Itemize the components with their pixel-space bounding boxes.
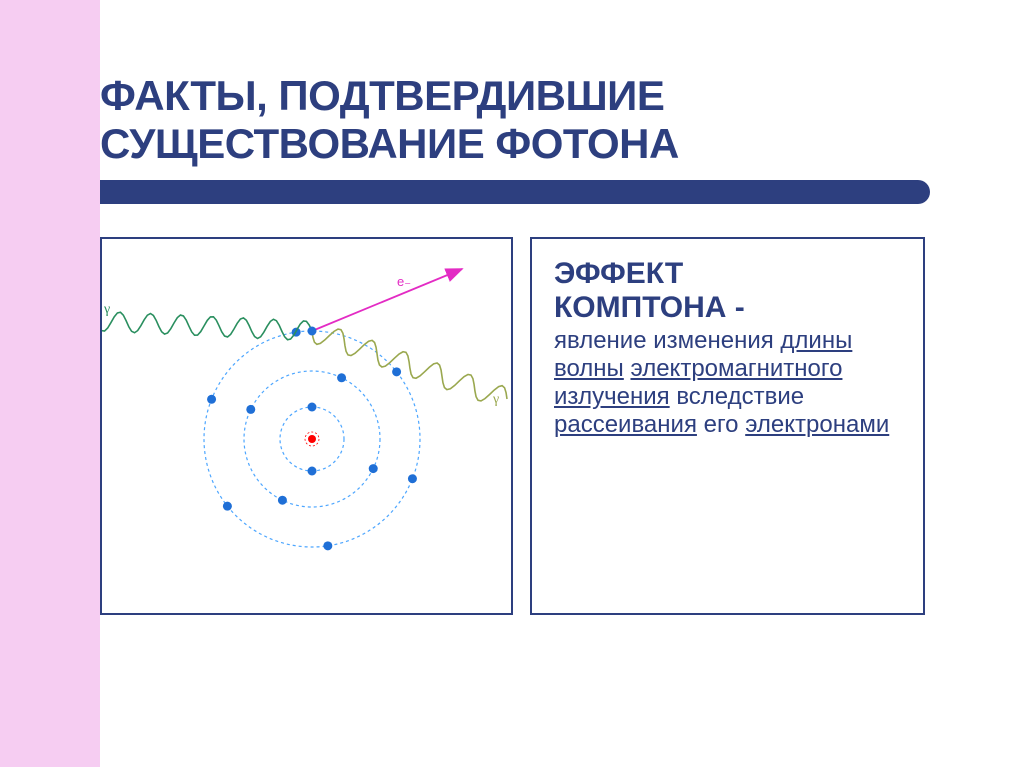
def-due: вследствие xyxy=(670,383,804,410)
def-its: его xyxy=(697,411,745,438)
def-plain1: явление изменения xyxy=(554,327,774,354)
title-line-2: СУЩЕСТВОВАНИЕ ФОТОНА xyxy=(100,120,679,168)
diagram-panel: γ γ e₋ xyxy=(100,237,513,615)
compton-diagram: γ γ e₋ xyxy=(102,239,511,613)
def-em: электромагнитного xyxy=(630,355,842,382)
definition-panel: ЭФФЕКТ КОМПТОНА - явление изменения длин… xyxy=(530,237,925,615)
term-line2: КОМПТОНА - xyxy=(554,291,745,324)
def-radiation: излучения xyxy=(554,383,670,410)
slide-title: ФАКТЫ, ПОДТВЕРДИВШИЕ СУЩЕСТВОВАНИЕ ФОТОН… xyxy=(100,72,679,169)
def-electrons: электронами xyxy=(745,411,889,438)
left-accent-strip xyxy=(0,0,100,767)
svg-text:γ: γ xyxy=(103,302,110,317)
svg-text:e₋: e₋ xyxy=(397,274,411,289)
term-line1: ЭФФЕКТ xyxy=(554,257,683,290)
title-underline-bar xyxy=(0,180,930,204)
definition-term: ЭФФЕКТ КОМПТОНА - xyxy=(554,257,901,325)
definition-body: явление изменения длины волны электромаг… xyxy=(554,327,901,439)
svg-text:γ: γ xyxy=(492,392,499,407)
def-scatter: рассеивания xyxy=(554,411,697,438)
title-line-1: ФАКТЫ, ПОДТВЕРДИВШИЕ xyxy=(100,72,679,120)
